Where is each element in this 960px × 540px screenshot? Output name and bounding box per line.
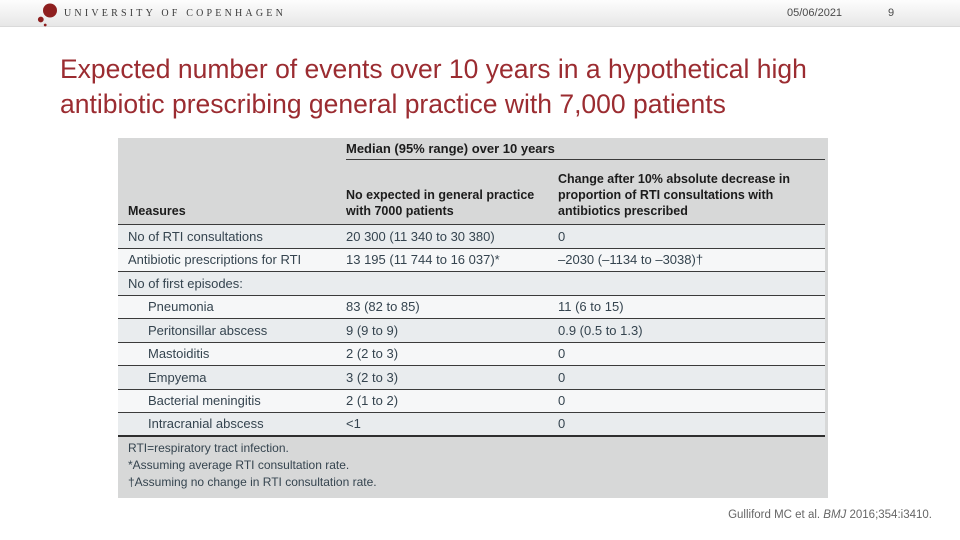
table-row: Empyema 3 (2 to 3) 0 (118, 366, 825, 390)
row-change-value: –2030 (–1134 to –3038)† (558, 252, 704, 268)
row-change-value: 0 (558, 369, 566, 385)
table-panel: Median (95% range) over 10 years Measure… (118, 138, 828, 498)
table-body: No of RTI consultations 20 300 (11 340 to… (118, 225, 825, 437)
table-row: Peritonsillar abscess 9 (9 to 9) 0.9 (0.5 … (118, 319, 825, 343)
row-change-value: 0 (558, 416, 566, 432)
table-row: No of RTI consultations 20 300 (11 340 to… (118, 225, 825, 249)
row-measure: Intracranial abscess (148, 416, 264, 432)
slide-title-line2: antibiotic prescribing general practice … (60, 89, 726, 120)
footnote-line: RTI=respiratory tract infection. (128, 441, 289, 455)
slide-title: Expected number of events over 10 years … (60, 52, 910, 122)
table-row: Intracranial abscess <1 0 (118, 413, 825, 437)
slide-date: 05/06/2021 (787, 7, 843, 19)
column-header-expected: No expected in general practice with 700… (346, 188, 535, 218)
row-measure: Empyema (148, 369, 207, 385)
row-expected-value: 9 (9 to 9) (346, 322, 399, 338)
row-change-value: 11 (6 to 15) (558, 299, 624, 315)
footnote-line: *Assuming average RTI consultation rate. (128, 458, 350, 472)
row-measure: Peritonsillar abscess (148, 322, 268, 338)
header-bar: UNIVERSITY OF COPENHAGEN 05/06/2021 9 (0, 0, 960, 27)
table-row: Antibiotic prescriptions for RTI 13 195 (… (118, 248, 825, 272)
table-span-header: Median (95% range) over 10 years (346, 141, 825, 160)
table-row: Bacterial meningitis 2 (1 to 2) 0 (118, 389, 825, 413)
table-row: Pneumonia 83 (82 to 85) 11 (6 to 15) (118, 295, 825, 319)
slide-page-number: 9 (888, 7, 895, 19)
row-change-value: 0 (558, 393, 566, 409)
citation-reference: 2016;354:i3410. (846, 509, 932, 521)
slide-title-line1: Expected number of events over 10 years … (60, 54, 807, 84)
row-expected-value: 13 195 (11 744 to 16 037)* (346, 252, 500, 268)
table-header-row: Measures No expected in general practice… (118, 138, 825, 225)
row-change-value: 0.9 (0.5 to 1.3) (558, 322, 643, 338)
row-expected-value: <1 (346, 416, 361, 432)
column-header-change: Change after 10% absolute decrease in pr… (558, 172, 791, 218)
row-expected-value: 2 (1 to 2) (346, 393, 399, 409)
university-wordmark: UNIVERSITY OF COPENHAGEN (64, 8, 286, 19)
row-expected-value: 2 (2 to 3) (346, 346, 399, 362)
table-row: No of first episodes: (118, 272, 825, 296)
column-header-measures: Measures (128, 204, 186, 218)
table-row: Mastoiditis 2 (2 to 3) 0 (118, 342, 825, 366)
citation-journal: BMJ (823, 509, 847, 521)
row-measure: Mastoiditis (148, 346, 210, 362)
row-expected-value: 20 300 (11 340 to 30 380) (346, 228, 495, 244)
row-change-value: 0 (558, 346, 566, 362)
row-expected-value: 3 (2 to 3) (346, 369, 399, 385)
row-measure: Bacterial meningitis (148, 393, 261, 409)
table-footnotes: RTI=respiratory tract infection. *Assumin… (128, 440, 818, 491)
row-expected-value: 83 (82 to 85) (346, 299, 420, 315)
citation: Gulliford MC et al. BMJ 2016;354:i3410. (728, 509, 932, 521)
row-measure: No of first episodes: (128, 275, 243, 291)
row-measure: No of RTI consultations (128, 228, 263, 244)
university-seal-icon (37, 3, 57, 27)
row-measure: Pneumonia (148, 299, 214, 315)
citation-authors: Gulliford MC et al. (728, 509, 824, 521)
row-measure: Antibiotic prescriptions for RTI (128, 252, 302, 268)
row-change-value: 0 (558, 228, 566, 244)
footnote-line: †Assuming no change in RTI consultation … (128, 475, 377, 489)
